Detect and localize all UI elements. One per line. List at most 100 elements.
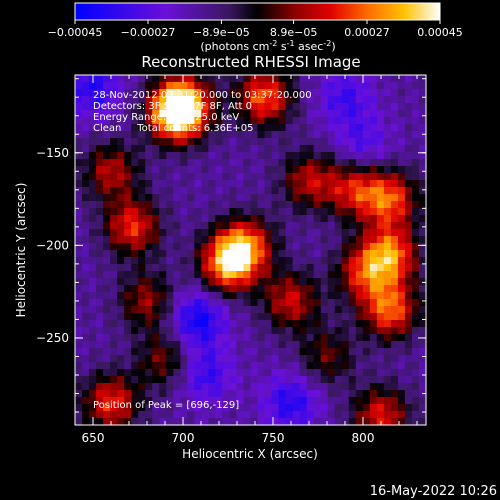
heatmap-cell <box>348 201 357 209</box>
heatmap-cell <box>355 138 364 146</box>
heatmap-cell <box>271 355 280 363</box>
heatmap-cell <box>327 131 336 139</box>
heatmap-cell <box>327 194 336 202</box>
heatmap-cell <box>271 411 280 419</box>
heatmap-cell <box>369 194 378 202</box>
heatmap-cell <box>243 418 252 426</box>
heatmap-cell <box>369 110 378 118</box>
heatmap-cell <box>131 334 139 342</box>
heatmap-cell <box>369 341 378 349</box>
heatmap-cell <box>131 257 139 265</box>
heatmap-cell <box>278 348 287 356</box>
heatmap-cell <box>390 411 399 419</box>
heatmap-cell <box>138 243 146 251</box>
heatmap-cell <box>278 299 287 307</box>
heatmap-cell <box>313 187 322 195</box>
heatmap-cell <box>383 110 392 118</box>
heatmap-cell <box>292 82 301 90</box>
heatmap-cell <box>166 411 174 419</box>
heatmap-cell <box>250 89 259 97</box>
heatmap-cell <box>75 194 83 202</box>
heatmap-cell <box>264 348 273 356</box>
heatmap-cell <box>285 243 294 251</box>
heatmap-cell <box>320 145 329 153</box>
heatmap-cell <box>187 292 195 300</box>
heatmap-cell <box>82 117 90 125</box>
heatmap-cell <box>327 215 336 223</box>
heatmap-cell <box>369 299 378 307</box>
heatmap-cell <box>187 257 195 265</box>
heatmap-cell <box>341 313 350 321</box>
heatmap-cell <box>320 236 329 244</box>
heatmap-cell <box>117 201 125 209</box>
heatmap-cell <box>327 243 336 251</box>
heatmap-cell <box>96 264 104 272</box>
heatmap-cell <box>243 215 252 223</box>
heatmap-cell <box>82 278 90 286</box>
heatmap-cell <box>236 299 245 307</box>
heatmap-cell <box>411 243 420 251</box>
heatmap-cell <box>117 397 125 405</box>
heatmap-cell <box>285 173 294 181</box>
heatmap-cell <box>166 236 174 244</box>
heatmap-cell <box>159 348 167 356</box>
heatmap-cell <box>208 264 216 272</box>
heatmap-cell <box>418 278 427 286</box>
heatmap-cell <box>369 411 378 419</box>
heatmap-cell <box>138 355 146 363</box>
heatmap-cell <box>327 404 336 412</box>
heatmap-cell <box>180 208 188 216</box>
heatmap-cell <box>215 355 224 363</box>
heatmap-cell <box>145 278 153 286</box>
heatmap-cell <box>187 299 195 307</box>
heatmap-cell <box>187 306 195 314</box>
heatmap-cell <box>285 404 294 412</box>
heatmap-cell <box>404 229 413 237</box>
heatmap-cell <box>404 355 413 363</box>
heatmap-cell <box>173 341 181 349</box>
heatmap-cell <box>285 313 294 321</box>
heatmap-cell <box>264 418 273 426</box>
heatmap-cell <box>292 271 301 279</box>
heatmap-cell <box>278 341 287 349</box>
heatmap-cell <box>320 411 329 419</box>
heatmap-cell <box>411 117 420 125</box>
heatmap-cell <box>362 131 371 139</box>
heatmap-cell <box>327 124 336 132</box>
heatmap-cell <box>411 418 420 426</box>
heatmap-cell <box>397 292 406 300</box>
heatmap-cell <box>138 404 146 412</box>
heatmap-cell <box>187 369 195 377</box>
heatmap-cell <box>390 159 399 167</box>
heatmap-cell <box>383 201 392 209</box>
heatmap-cell <box>362 334 371 342</box>
heatmap-cell <box>313 320 322 328</box>
heatmap-cell <box>173 117 181 125</box>
heatmap-cell <box>271 292 280 300</box>
heatmap-cell <box>152 222 160 230</box>
heatmap-cell <box>264 397 273 405</box>
heatmap-cell <box>194 285 202 293</box>
heatmap-cell <box>96 411 104 419</box>
heatmap-cell <box>180 292 188 300</box>
heatmap-cell <box>138 222 146 230</box>
heatmap-cell <box>362 404 371 412</box>
heatmap-cell <box>264 257 273 265</box>
heatmap-cell <box>166 173 174 181</box>
heatmap-cell <box>159 110 167 118</box>
heatmap-cell <box>166 103 174 111</box>
heatmap-cell <box>75 110 83 118</box>
heatmap-cell <box>383 117 392 125</box>
heatmap-cell <box>75 236 83 244</box>
heatmap-cell <box>236 222 245 230</box>
heatmap-cell <box>306 159 315 167</box>
heatmap-cell <box>411 131 420 139</box>
heatmap-cell <box>341 348 350 356</box>
heatmap-cell <box>103 411 111 419</box>
heatmap-cell <box>96 348 104 356</box>
heatmap-cell <box>348 278 357 286</box>
heatmap-cell <box>173 257 181 265</box>
heatmap-cell <box>397 362 406 370</box>
heatmap-cell <box>145 89 153 97</box>
heatmap-cell <box>348 355 357 363</box>
